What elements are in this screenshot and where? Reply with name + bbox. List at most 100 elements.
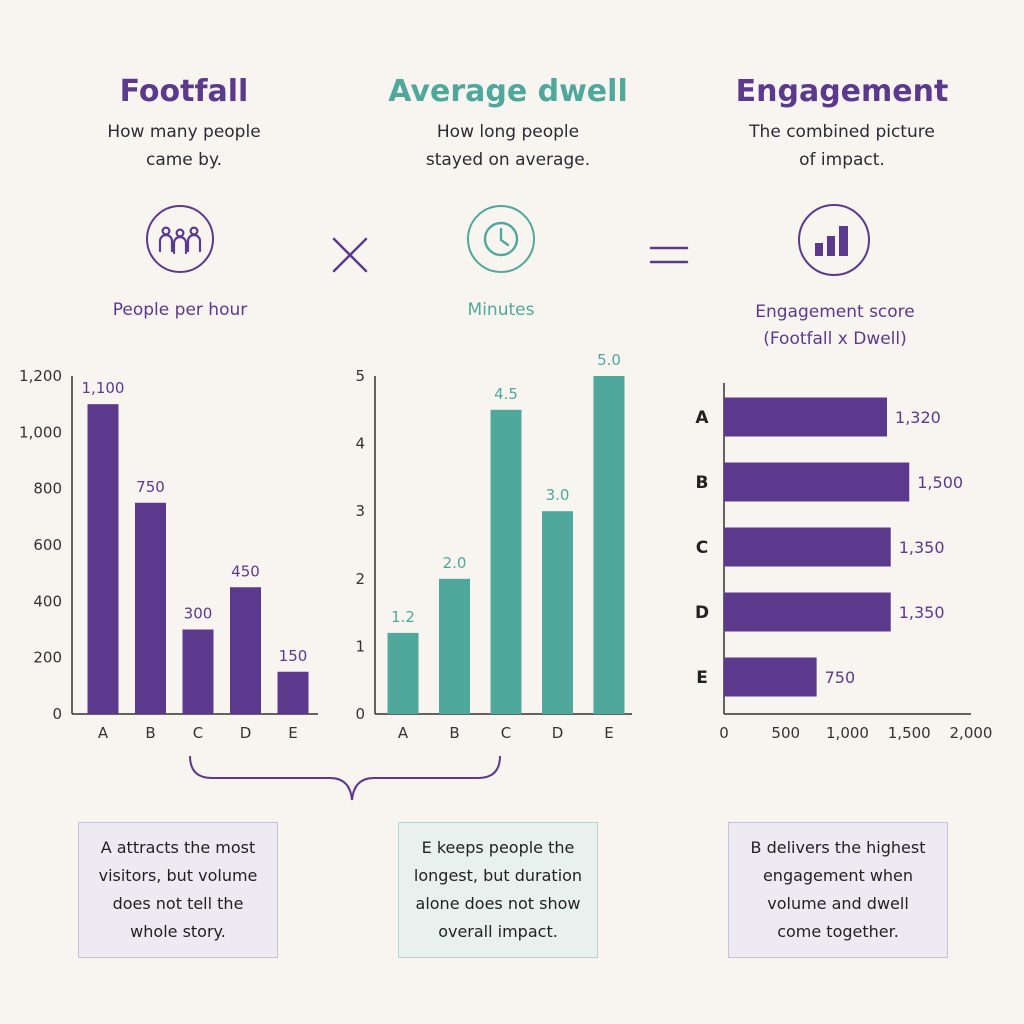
footfall-header: Footfall How many people came by.	[34, 70, 334, 174]
note-line: does not tell the	[112, 894, 244, 913]
note-line: B delivers the highest	[750, 838, 926, 857]
y-tick-label: B	[696, 473, 709, 493]
data-label: 300	[184, 605, 213, 623]
note-line: E keeps people the	[421, 838, 575, 857]
x-tick-label: C	[193, 724, 203, 742]
x-tick-label: B	[145, 724, 155, 742]
note-line: visitors, but volume	[98, 866, 258, 885]
data-label: 1,320	[895, 408, 941, 427]
note-line: volume and dwell	[767, 894, 909, 913]
note-line: A attracts the most	[100, 838, 256, 857]
bar	[135, 502, 166, 714]
engagement-unit-line: Engagement score	[755, 302, 915, 322]
footfall-note: A attracts the most visitors, but volume…	[78, 822, 278, 958]
note-line: come together.	[777, 922, 899, 941]
engagement-desc-line: The combined picture	[749, 122, 935, 142]
y-tick-label: 5	[355, 367, 365, 385]
footfall-desc-line: came by.	[145, 150, 223, 170]
bar	[387, 632, 419, 714]
y-tick-label: C	[696, 538, 708, 558]
engagement-title: Engagement	[735, 74, 949, 109]
bar	[182, 629, 214, 714]
data-label: 4.5	[494, 385, 518, 403]
equals-icon	[649, 246, 689, 264]
multiply-icon	[332, 237, 368, 273]
dwell-note: E keeps people the longest, but duration…	[398, 822, 598, 958]
dwell-description: How long people stayed on average.	[358, 118, 658, 174]
bar	[724, 462, 910, 502]
bar	[724, 397, 888, 437]
note-line: overall impact.	[438, 922, 558, 941]
footfall-chart: 0 200 400 600 800 1,000 1,200 1,100 A 750 B 300 C 450…	[19, 367, 318, 742]
x-tick-label: D	[240, 724, 252, 742]
x-tick-label: A	[98, 724, 109, 742]
data-label: 150	[279, 647, 308, 665]
y-tick-label: 800	[33, 480, 62, 498]
dwell-header: Average dwell How long people stayed on …	[358, 70, 658, 174]
bar	[490, 409, 522, 714]
bar	[439, 578, 470, 714]
x-tick-label: 1,500	[888, 724, 931, 742]
footfall-title: Footfall	[119, 74, 249, 109]
dwell-unit-label: Minutes	[351, 297, 651, 324]
engagement-chart: 0 500 1,000 1,500 2,000 1,320 A 1,500 B 1,350 C 1,3…	[695, 383, 992, 742]
engagement-unit-line: (Footfall x Dwell)	[763, 329, 907, 349]
grouping-brace	[189, 755, 501, 801]
data-label: 750	[136, 478, 165, 496]
bar-chart-icon	[798, 204, 870, 276]
footfall-unit-label: People per hour	[30, 297, 330, 324]
data-label: 1.2	[391, 608, 415, 626]
clock-icon	[467, 205, 535, 273]
engagement-description: The combined picture of impact.	[692, 118, 992, 174]
y-tick-label: D	[695, 603, 709, 623]
x-tick-label: 0	[719, 724, 729, 742]
engagement-note: B delivers the highest engagement when v…	[728, 822, 948, 958]
y-tick-label: 3	[355, 502, 365, 520]
y-tick-label: 400	[33, 592, 62, 610]
footfall-desc-line: How many people	[107, 122, 261, 142]
dwell-chart: 0 1 2 3 4 5 1.2 A 2.0 B 4.5 C 3.0 D 5.0 E	[355, 351, 632, 742]
bar	[724, 592, 891, 632]
y-tick-label: 0	[52, 705, 62, 723]
footfall-unit-line: People per hour	[112, 300, 248, 320]
bar	[87, 404, 119, 714]
bar	[724, 657, 817, 697]
y-tick-label: 0	[355, 705, 365, 723]
dwell-desc-line: How long people	[436, 122, 580, 142]
y-tick-label: 1,000	[19, 423, 62, 441]
data-label: 1,100	[82, 379, 125, 397]
note-line: whole story.	[130, 922, 226, 941]
y-tick-label: 200	[33, 649, 62, 667]
y-tick-label: 4	[355, 435, 365, 453]
bar	[724, 527, 891, 567]
note-line: longest, but duration	[413, 866, 583, 885]
data-label: 1,350	[899, 603, 945, 622]
bar	[542, 511, 573, 714]
x-tick-label: E	[288, 724, 297, 742]
people-icon	[146, 205, 214, 273]
data-label: 1,350	[899, 538, 945, 557]
x-tick-label: D	[552, 724, 564, 742]
engagement-desc-line: of impact.	[799, 150, 885, 170]
bar	[277, 671, 309, 714]
dwell-title: Average dwell	[388, 74, 628, 109]
y-tick-label: 1,200	[19, 367, 62, 385]
x-tick-label: A	[398, 724, 409, 742]
data-label: 3.0	[546, 486, 570, 504]
data-label: 1,500	[917, 473, 963, 492]
bar	[593, 376, 625, 714]
bar	[230, 587, 261, 714]
dwell-desc-line: stayed on average.	[425, 150, 591, 170]
data-label: 450	[231, 562, 260, 580]
data-label: 750	[825, 668, 856, 687]
footfall-description: How many people came by.	[34, 118, 334, 174]
x-tick-label: C	[501, 724, 511, 742]
data-label: 5.0	[597, 351, 621, 369]
x-tick-label: 1,000	[826, 724, 869, 742]
x-tick-label: 500	[771, 724, 800, 742]
x-tick-label: E	[604, 724, 613, 742]
note-line: alone does not show	[415, 894, 581, 913]
x-tick-label: B	[449, 724, 459, 742]
y-tick-label: E	[696, 668, 708, 688]
